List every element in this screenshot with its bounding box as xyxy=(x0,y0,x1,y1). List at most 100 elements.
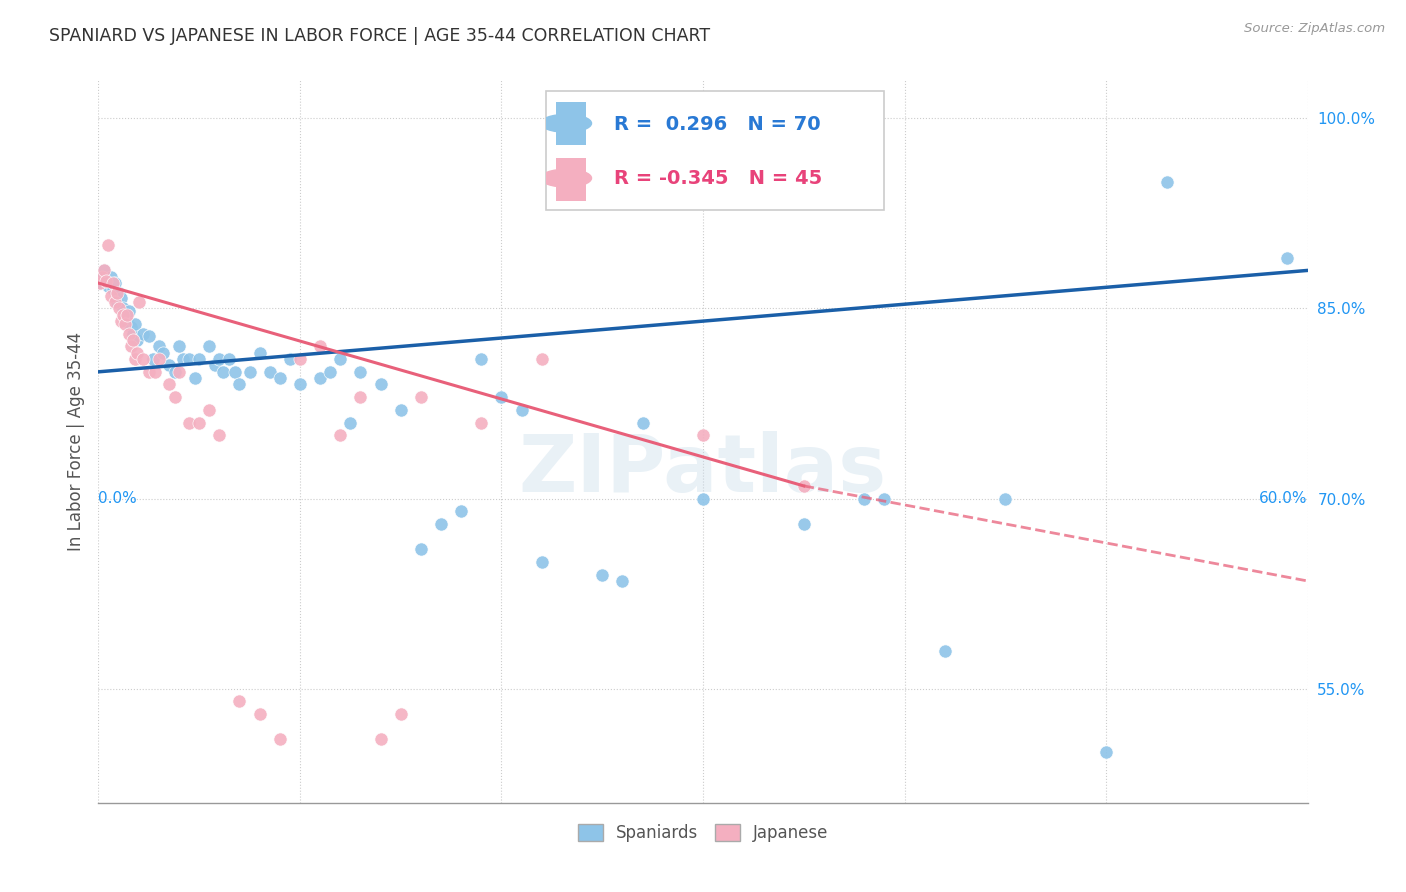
Point xyxy=(97,238,120,252)
Point xyxy=(167,339,190,353)
Point xyxy=(204,359,226,373)
Point xyxy=(107,286,129,301)
Point xyxy=(309,371,332,385)
Point xyxy=(430,516,453,531)
Point xyxy=(530,555,553,569)
Point xyxy=(470,352,492,367)
Point xyxy=(491,390,513,404)
Point xyxy=(239,365,262,379)
Point xyxy=(124,317,146,331)
Point xyxy=(269,732,291,747)
Point xyxy=(288,352,311,367)
Point xyxy=(93,263,115,277)
Point xyxy=(111,301,134,316)
Point xyxy=(269,371,291,385)
Point xyxy=(450,504,472,518)
Point xyxy=(1277,251,1299,265)
Point xyxy=(115,314,138,328)
Legend: Spaniards, Japanese: Spaniards, Japanese xyxy=(571,817,835,848)
Point xyxy=(224,365,246,379)
Point xyxy=(148,339,170,353)
Point xyxy=(184,371,207,385)
Point xyxy=(591,567,613,582)
Point xyxy=(96,274,118,288)
Point xyxy=(278,352,301,367)
Point xyxy=(142,352,165,367)
Y-axis label: In Labor Force | Age 35-44: In Labor Force | Age 35-44 xyxy=(66,332,84,551)
Point xyxy=(121,333,143,347)
Point xyxy=(101,276,124,290)
Point xyxy=(612,574,634,588)
Text: SPANIARD VS JAPANESE IN LABOR FORCE | AGE 35-44 CORRELATION CHART: SPANIARD VS JAPANESE IN LABOR FORCE | AG… xyxy=(49,27,710,45)
Point xyxy=(89,276,111,290)
Point xyxy=(105,295,128,310)
Point xyxy=(96,274,118,288)
Point xyxy=(339,416,361,430)
Point xyxy=(631,416,654,430)
Point xyxy=(934,643,956,657)
Text: 0.0%: 0.0% xyxy=(98,491,138,506)
Point xyxy=(152,346,174,360)
Point xyxy=(208,352,231,367)
Point xyxy=(100,289,122,303)
Point xyxy=(110,314,132,328)
Point xyxy=(118,304,141,318)
Point xyxy=(249,346,271,360)
Point xyxy=(93,263,115,277)
Point xyxy=(389,707,412,722)
Point xyxy=(157,359,180,373)
Point xyxy=(114,308,136,322)
Point xyxy=(692,491,714,506)
Point xyxy=(370,732,392,747)
Point xyxy=(120,320,142,334)
Point xyxy=(510,402,533,417)
Point xyxy=(188,416,211,430)
Point xyxy=(138,329,160,343)
Point xyxy=(309,339,332,353)
Point xyxy=(259,365,281,379)
Point xyxy=(103,295,125,310)
Point xyxy=(101,282,124,296)
Point xyxy=(124,352,146,367)
Point xyxy=(91,269,114,284)
Point xyxy=(319,365,342,379)
Point xyxy=(208,428,231,442)
Point xyxy=(125,346,148,360)
Point xyxy=(692,428,714,442)
Point xyxy=(349,390,371,404)
Text: Source: ZipAtlas.com: Source: ZipAtlas.com xyxy=(1244,22,1385,36)
Point xyxy=(107,301,129,316)
Point xyxy=(114,317,136,331)
Point xyxy=(132,326,155,341)
Point xyxy=(105,286,128,301)
Point xyxy=(91,269,114,284)
Text: 60.0%: 60.0% xyxy=(1260,491,1308,506)
Point xyxy=(132,352,155,367)
Point xyxy=(188,352,211,367)
Point xyxy=(103,276,125,290)
Point xyxy=(329,352,352,367)
Point xyxy=(409,542,432,557)
Point xyxy=(128,295,150,310)
Point xyxy=(994,491,1017,506)
Point xyxy=(198,402,221,417)
Point xyxy=(121,326,143,341)
Point xyxy=(163,390,186,404)
Point xyxy=(349,365,371,379)
Point xyxy=(120,339,142,353)
Point xyxy=(163,365,186,379)
Point xyxy=(179,416,201,430)
Point xyxy=(228,377,250,392)
Point xyxy=(97,278,120,293)
Point xyxy=(1156,175,1178,189)
Point xyxy=(853,491,876,506)
Point xyxy=(148,352,170,367)
Point xyxy=(179,352,201,367)
Point xyxy=(793,516,815,531)
Point xyxy=(793,479,815,493)
Point xyxy=(389,402,412,417)
Point xyxy=(873,491,896,506)
Point xyxy=(409,390,432,404)
Point xyxy=(288,377,311,392)
Point xyxy=(167,365,190,379)
